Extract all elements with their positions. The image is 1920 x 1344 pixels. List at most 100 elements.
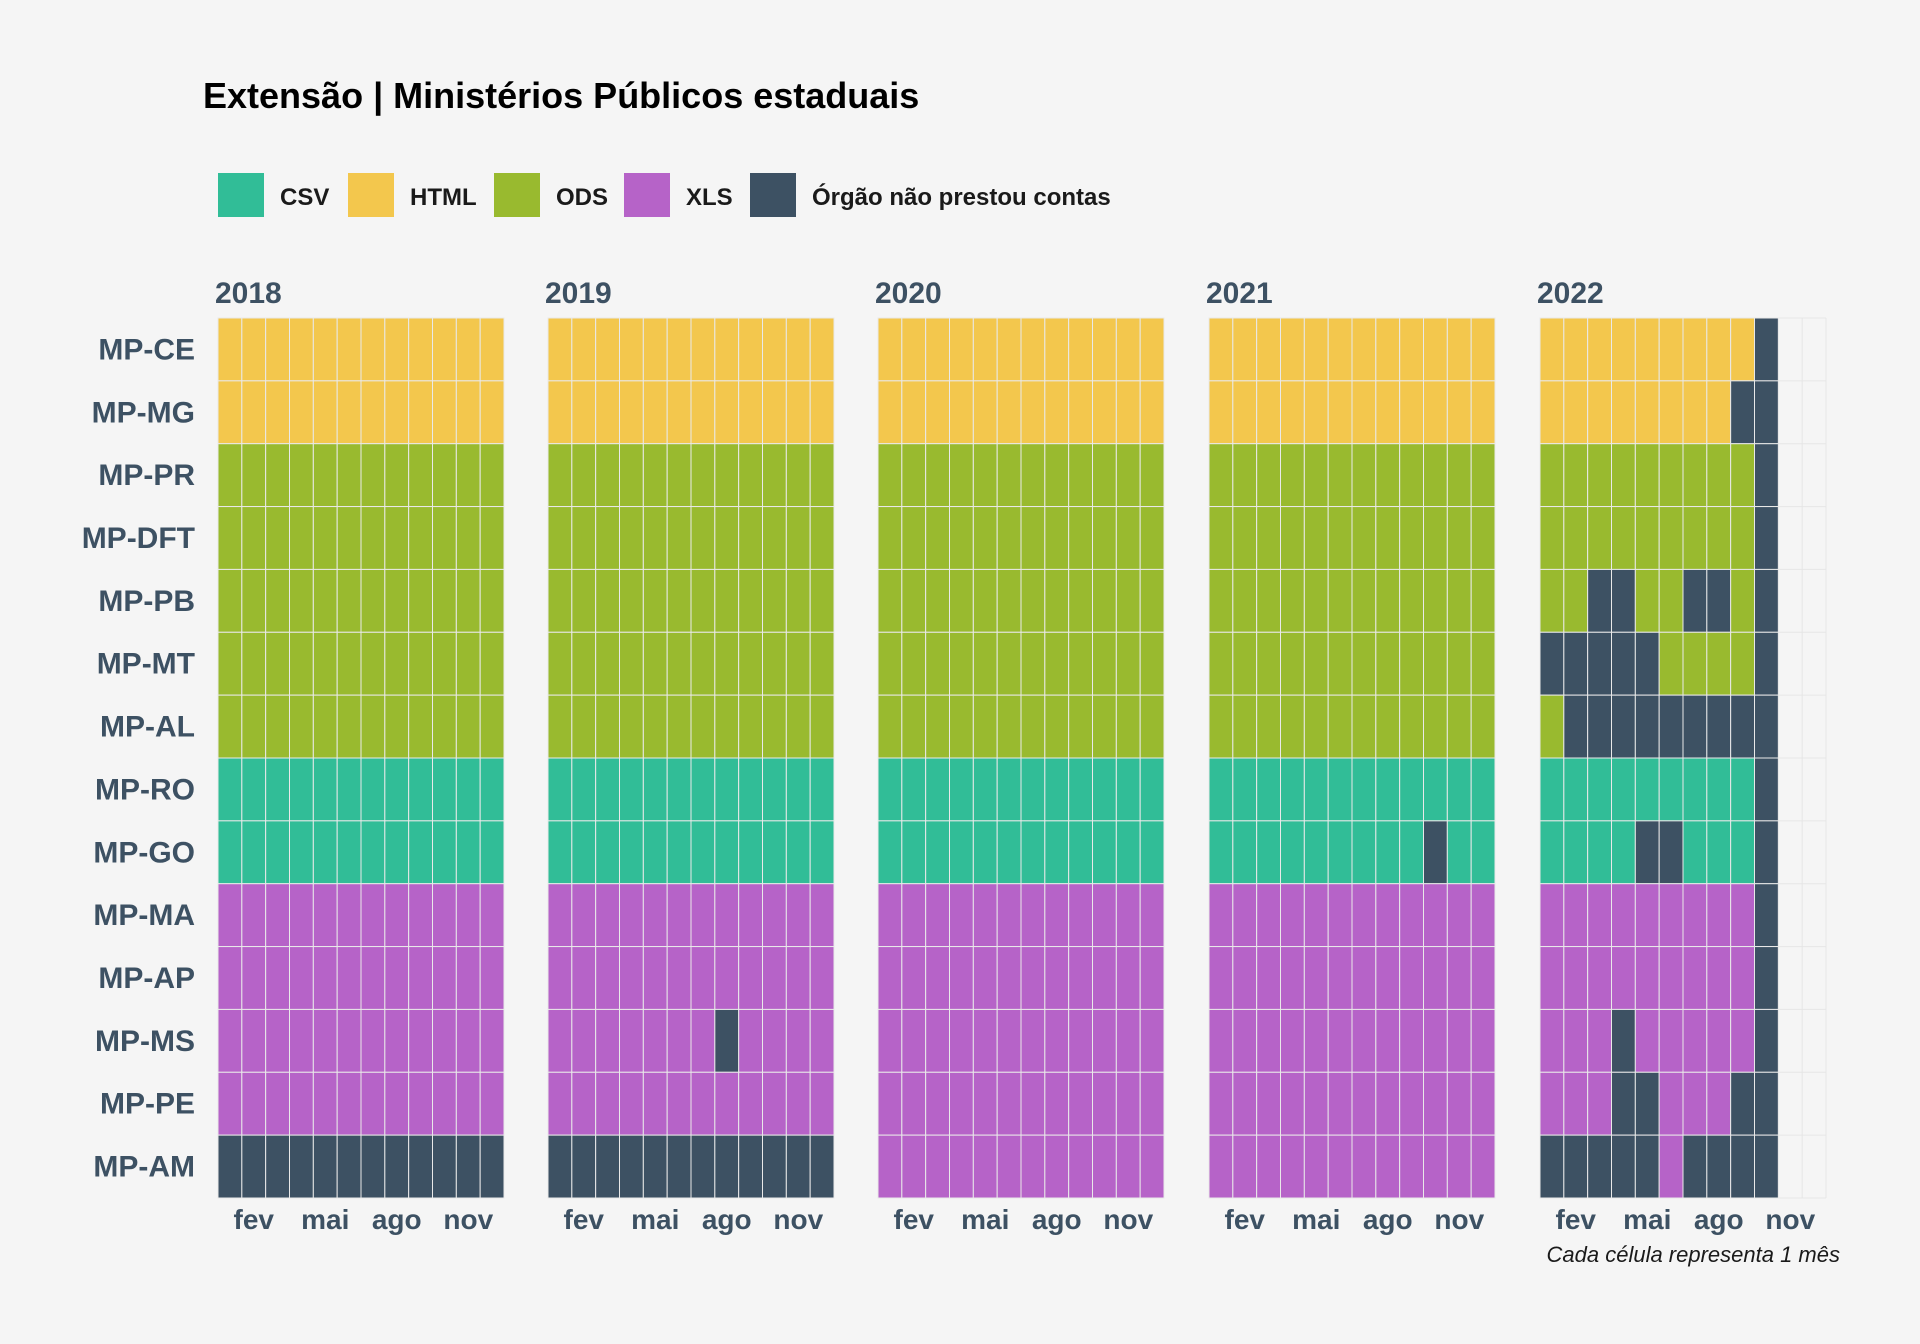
- cell-mp-pb-2020-jun: [996, 568, 1022, 633]
- cell-mp-am-2021-mai: [1303, 1134, 1329, 1199]
- cell-mp-pb-2021-dez: [1470, 568, 1496, 633]
- cell-mp-am-2019-mar: [595, 1134, 621, 1199]
- cell-mp-go-2022-abr: [1611, 820, 1636, 885]
- cell-mp-ro-2020-out: [1092, 757, 1117, 822]
- cell-mp-pr-2022-abr: [1611, 443, 1636, 508]
- cell-mp-pb-2020-set: [1068, 568, 1093, 633]
- cell-mp-ms-2019-set: [738, 1008, 764, 1073]
- cell-mp-al-2022-jul: [1682, 694, 1708, 759]
- cell-mp-ms-2020-set: [1068, 1008, 1093, 1073]
- cell-mp-ce-2021-nov: [1446, 317, 1472, 382]
- cell-mp-pe-2019-nov: [785, 1071, 811, 1136]
- cell-mp-ro-2019-jan: [547, 757, 573, 822]
- legend-swatch-csv: [218, 173, 264, 217]
- cell-mp-go-2018-abr: [289, 820, 314, 885]
- cell-mp-ap-2022-abr: [1611, 946, 1636, 1010]
- cell-mp-ms-2019-jan: [547, 1008, 573, 1073]
- cell-mp-ms-2020-abr: [949, 1008, 974, 1073]
- row-label: MP-MG: [92, 396, 195, 429]
- cell-mp-ma-2021-set: [1399, 883, 1424, 948]
- cell-mp-am-2019-jun: [666, 1134, 692, 1199]
- month-tick-label: fev: [894, 1204, 935, 1235]
- cell-mp-ce-2019-nov: [785, 317, 811, 382]
- cell-mp-pe-2019-mai: [642, 1071, 668, 1136]
- cell-mp-ma-2020-dez: [1139, 883, 1165, 948]
- cell-mp-ce-2019-mai: [642, 317, 668, 382]
- cell-mp-mt-2022-abr: [1611, 631, 1636, 696]
- legend-label-na: Órgão não prestou contas: [812, 183, 1111, 211]
- cell-mp-dft-2022-mai: [1634, 506, 1660, 570]
- cell-mp-pb-2020-abr: [949, 568, 974, 633]
- cell-mp-ap-2021-mai: [1303, 946, 1329, 1010]
- cell-mp-mt-2019-fev: [571, 631, 597, 696]
- cell-mp-pe-2022-jul: [1682, 1071, 1708, 1136]
- row-label: MP-MT: [97, 648, 195, 681]
- cell-mp-pe-2020-nov: [1115, 1071, 1141, 1136]
- cell-mp-pb-2022-abr: [1611, 568, 1636, 633]
- cell-mp-ce-2020-fev: [901, 317, 927, 382]
- cell-mp-ro-2018-fev: [241, 757, 267, 822]
- cell-mp-pb-2022-fev: [1563, 568, 1589, 633]
- cell-mp-ms-2020-ago: [1044, 1008, 1070, 1073]
- cell-mp-mg-2020-abr: [949, 380, 974, 445]
- cell-mp-ma-2018-jun: [336, 883, 362, 948]
- cell-mp-ma-2020-set: [1068, 883, 1093, 948]
- cell-mp-mg-2018-jun: [336, 380, 362, 445]
- cell-mp-go-2019-nov: [785, 820, 811, 885]
- year-label: 2022: [1537, 277, 1604, 310]
- cell-mp-go-2019-jan: [547, 820, 573, 885]
- cell-mp-ms-2018-mai: [312, 1008, 338, 1073]
- cell-mp-am-2019-mai: [642, 1134, 668, 1199]
- cell-mp-pb-2019-nov: [785, 568, 811, 633]
- cell-mp-dft-2020-mai: [972, 506, 998, 570]
- cell-mp-dft-2019-ago: [714, 506, 740, 570]
- cell-mp-mg-2020-jan: [877, 380, 903, 445]
- cell-mp-ap-2020-ago: [1044, 946, 1070, 1010]
- cell-mp-go-2021-jun: [1327, 820, 1353, 885]
- cell-mp-pb-2018-fev: [241, 568, 267, 633]
- cell-mp-go-2021-mai: [1303, 820, 1329, 885]
- cell-mp-pr-2022-ago: [1706, 443, 1732, 508]
- cell-mp-pe-2021-jul: [1351, 1071, 1377, 1136]
- cell-mp-pe-2019-out: [762, 1071, 787, 1136]
- cell-mp-ma-2021-jun: [1327, 883, 1353, 948]
- cell-mp-ap-2022-mai: [1634, 946, 1660, 1010]
- cell-mp-mg-2020-fev: [901, 380, 927, 445]
- cell-mp-ap-2018-ago: [384, 946, 410, 1010]
- cell-mp-mg-2018-mai: [312, 380, 338, 445]
- cell-mp-ap-2019-ago: [714, 946, 740, 1010]
- cell-mp-pb-2021-mar: [1256, 568, 1281, 633]
- cell-mp-ma-2018-mai: [312, 883, 338, 948]
- cell-mp-pr-2019-dez: [809, 443, 835, 508]
- cell-mp-ap-2022-jan: [1539, 946, 1565, 1010]
- cell-mp-pb-2021-out: [1423, 568, 1448, 633]
- cell-mp-mg-2022-fev: [1563, 380, 1589, 445]
- cell-mp-ap-2020-jul: [1020, 946, 1046, 1010]
- cell-mp-dft-2018-set: [408, 506, 433, 570]
- cell-mp-dft-2022-jul: [1682, 506, 1708, 570]
- cell-mp-ma-2020-mar: [925, 883, 951, 948]
- cell-mp-dft-2021-jun: [1327, 506, 1353, 570]
- cell-mp-ma-2022-jul: [1682, 883, 1708, 948]
- cell-mp-go-2020-out: [1092, 820, 1117, 885]
- cell-mp-ma-2021-jan: [1208, 883, 1234, 948]
- cell-mp-go-2018-nov: [455, 820, 481, 885]
- cell-mp-ms-2019-fev: [571, 1008, 597, 1073]
- cell-mp-ce-2018-set: [408, 317, 433, 382]
- cell-mp-pe-2022-mai: [1634, 1071, 1660, 1136]
- legend-label-html: HTML: [410, 184, 477, 211]
- cell-mp-go-2022-jul: [1682, 820, 1708, 885]
- cell-mp-ce-2019-mar: [595, 317, 621, 382]
- cell-mp-go-2021-dez: [1470, 820, 1496, 885]
- cell-mp-pe-2018-mar: [265, 1071, 290, 1136]
- cell-mp-pe-2021-mar: [1256, 1071, 1281, 1136]
- cell-mp-mg-2021-dez: [1470, 380, 1496, 445]
- cell-mp-ap-2022-fev: [1563, 946, 1589, 1010]
- cell-mp-pr-2020-mar: [925, 443, 951, 508]
- cell-mp-mt-2022-jan: [1539, 631, 1565, 696]
- cell-mp-ro-2018-out: [432, 757, 457, 822]
- cell-mp-pr-2022-out: [1754, 443, 1779, 508]
- chart-caption: Cada célula representa 1 mês: [1547, 1242, 1841, 1267]
- cell-mp-ma-2019-out: [762, 883, 787, 948]
- cell-mp-ce-2019-fev: [571, 317, 597, 382]
